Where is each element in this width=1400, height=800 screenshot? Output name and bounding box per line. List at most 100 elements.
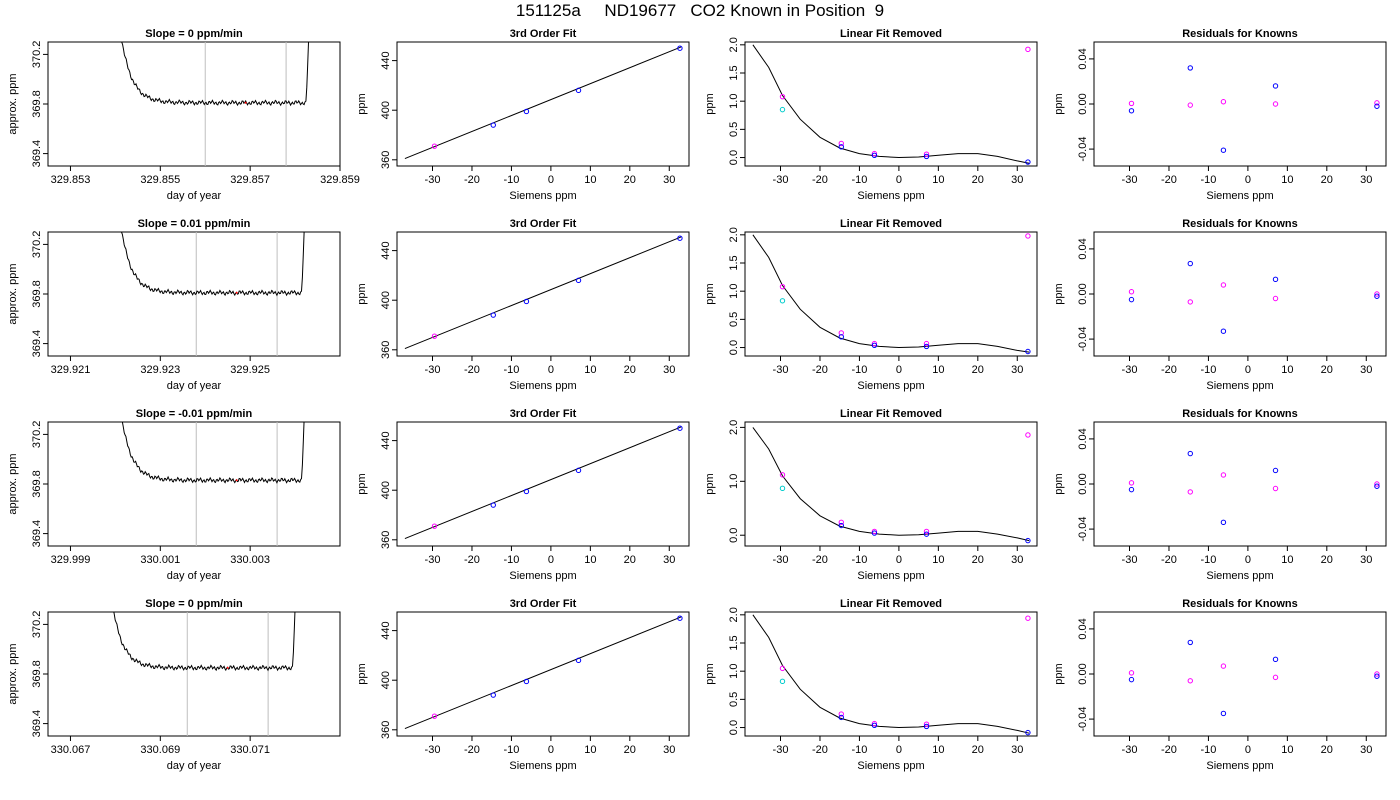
x-tick-label: 329.857 — [230, 174, 270, 186]
x-tick-label: -30 — [425, 744, 441, 756]
data-point — [871, 340, 878, 347]
x-tick-label: -10 — [1200, 174, 1216, 186]
data-point — [1128, 480, 1135, 486]
x-axis-label: Siemens ppm — [509, 570, 576, 582]
panel-2-2: 3rd Order Fit -30 -20 -10 0 10 20 30 360 400 440 Si… — [356, 218, 690, 392]
plot-area — [120, 232, 305, 356]
y-tick-label: 0.0 — [728, 528, 740, 543]
x-tick-label: 330.071 — [230, 744, 270, 756]
x-axis-label: Siemens ppm — [1206, 570, 1273, 582]
x-tick-label: -20 — [464, 364, 480, 376]
y-tick-label: 369.8 — [31, 280, 43, 308]
panel-title: Slope = -0.01 ppm/min — [136, 408, 253, 420]
data-point — [779, 283, 786, 290]
x-tick-label: 330.067 — [51, 744, 91, 756]
x-tick-label: 20 — [624, 554, 636, 566]
x-tick-label: 10 — [584, 174, 596, 186]
y-tick-label: 0.04 — [1077, 48, 1089, 69]
data-point — [1272, 276, 1279, 283]
y-tick-label: 0.04 — [1077, 238, 1089, 259]
plot-area — [1128, 65, 1380, 153]
y-tick-label: -0.04 — [1077, 517, 1089, 542]
concentration-trace — [121, 422, 305, 484]
x-tick-label: -10 — [851, 744, 867, 756]
y-tick-label: 0.04 — [1077, 618, 1089, 639]
data-point — [1220, 710, 1227, 717]
x-tick-label: 30 — [1360, 174, 1372, 186]
x-axis-label: Siemens ppm — [1206, 190, 1273, 202]
y-tick-label: 2.0 — [728, 420, 740, 435]
x-axis-label: Siemens ppm — [1206, 380, 1273, 392]
x-tick-label: -30 — [773, 744, 789, 756]
data-point — [1272, 656, 1279, 663]
y-tick-label: 369.4 — [31, 710, 43, 738]
data-point — [1187, 639, 1193, 646]
data-point — [431, 333, 438, 339]
y-tick-label: 0.0 — [728, 340, 740, 355]
data-point — [575, 277, 582, 284]
x-tick-label: 10 — [584, 554, 596, 566]
data-point — [838, 522, 844, 529]
x-tick-label: 329.921 — [51, 364, 91, 376]
panel-2-4: Residuals for Knowns -30 -20 -10 0 10 20 30 -0.0… — [1053, 218, 1387, 392]
x-tick-label: 10 — [932, 744, 944, 756]
data-point — [575, 657, 582, 664]
y-tick-label: 370.2 — [31, 41, 43, 69]
data-point — [1220, 99, 1227, 105]
data-point — [871, 150, 878, 157]
data-point — [1220, 282, 1227, 288]
plot-frame — [47, 611, 341, 737]
x-tick-label: -10 — [851, 554, 867, 566]
x-tick-label: -10 — [503, 744, 519, 756]
page-title: 151125a ND19677 CO2 Known in Position 9 — [515, 1, 885, 20]
panel-2-1: Slope = 0.01 ppm/min 329.921 329.923 329.92… — [7, 218, 341, 392]
data-point — [1025, 348, 1031, 355]
panel-title: Slope = 0 ppm/min — [145, 28, 243, 40]
panel-4-4: Residuals for Knowns -30 -20 -10 0 10 20 30 -0.0… — [1053, 598, 1387, 772]
x-tick-label: -30 — [425, 554, 441, 566]
x-axis-label: day of year — [167, 760, 222, 772]
y-tick-label: 1.5 — [728, 635, 740, 650]
panel-title: Linear Fit Removed — [840, 408, 942, 420]
panel-title: 3rd Order Fit — [510, 408, 577, 420]
y-tick-label: 2.0 — [728, 37, 740, 52]
x-tick-label: 20 — [1321, 364, 1333, 376]
data-point — [1128, 296, 1135, 303]
x-tick-label: -10 — [503, 554, 519, 566]
x-axis-label: Siemens ppm — [857, 760, 924, 772]
y-tick-label: 1.0 — [728, 284, 740, 299]
y-tick-label: 0.00 — [1077, 93, 1089, 114]
plot-frame — [744, 41, 1038, 167]
data-point — [677, 235, 683, 241]
panel-3-2: 3rd Order Fit -30 -20 -10 0 10 20 30 360 400 440 Si… — [356, 408, 690, 582]
data-point — [779, 106, 786, 113]
x-tick-label: -20 — [464, 174, 480, 186]
x-tick-label: 30 — [663, 744, 675, 756]
data-point — [490, 502, 496, 508]
data-point — [1374, 291, 1380, 297]
x-tick-label: -10 — [503, 364, 519, 376]
data-point — [779, 472, 786, 478]
x-tick-label: -10 — [1200, 554, 1216, 566]
x-tick-label: 10 — [932, 554, 944, 566]
panel-1-3: Linear Fit Removed -30 -20 -10 0 10 20 30 0.0 0.5… — [704, 28, 1038, 202]
x-tick-label: 20 — [624, 364, 636, 376]
panel-4-2: 3rd Order Fit -30 -20 -10 0 10 20 30 360 400 440 Si… — [356, 598, 690, 772]
data-point — [1187, 260, 1193, 267]
data-point — [1220, 519, 1227, 526]
data-point — [779, 665, 786, 672]
mean-marker — [235, 479, 238, 482]
data-point — [923, 721, 930, 727]
y-tick-label: 370.2 — [31, 231, 43, 259]
data-point — [871, 720, 878, 727]
x-axis-label: day of year — [167, 570, 222, 582]
plot-area — [404, 615, 683, 730]
y-axis-label: approx. ppm — [7, 73, 19, 134]
plot-area — [404, 235, 683, 350]
data-point — [1025, 615, 1031, 621]
y-tick-label: 0.5 — [728, 122, 740, 137]
x-tick-label: 0 — [548, 364, 554, 376]
y-axis-label: ppm — [704, 473, 716, 494]
panel-title: Residuals for Knowns — [1182, 408, 1298, 420]
x-axis-label: Siemens ppm — [857, 190, 924, 202]
